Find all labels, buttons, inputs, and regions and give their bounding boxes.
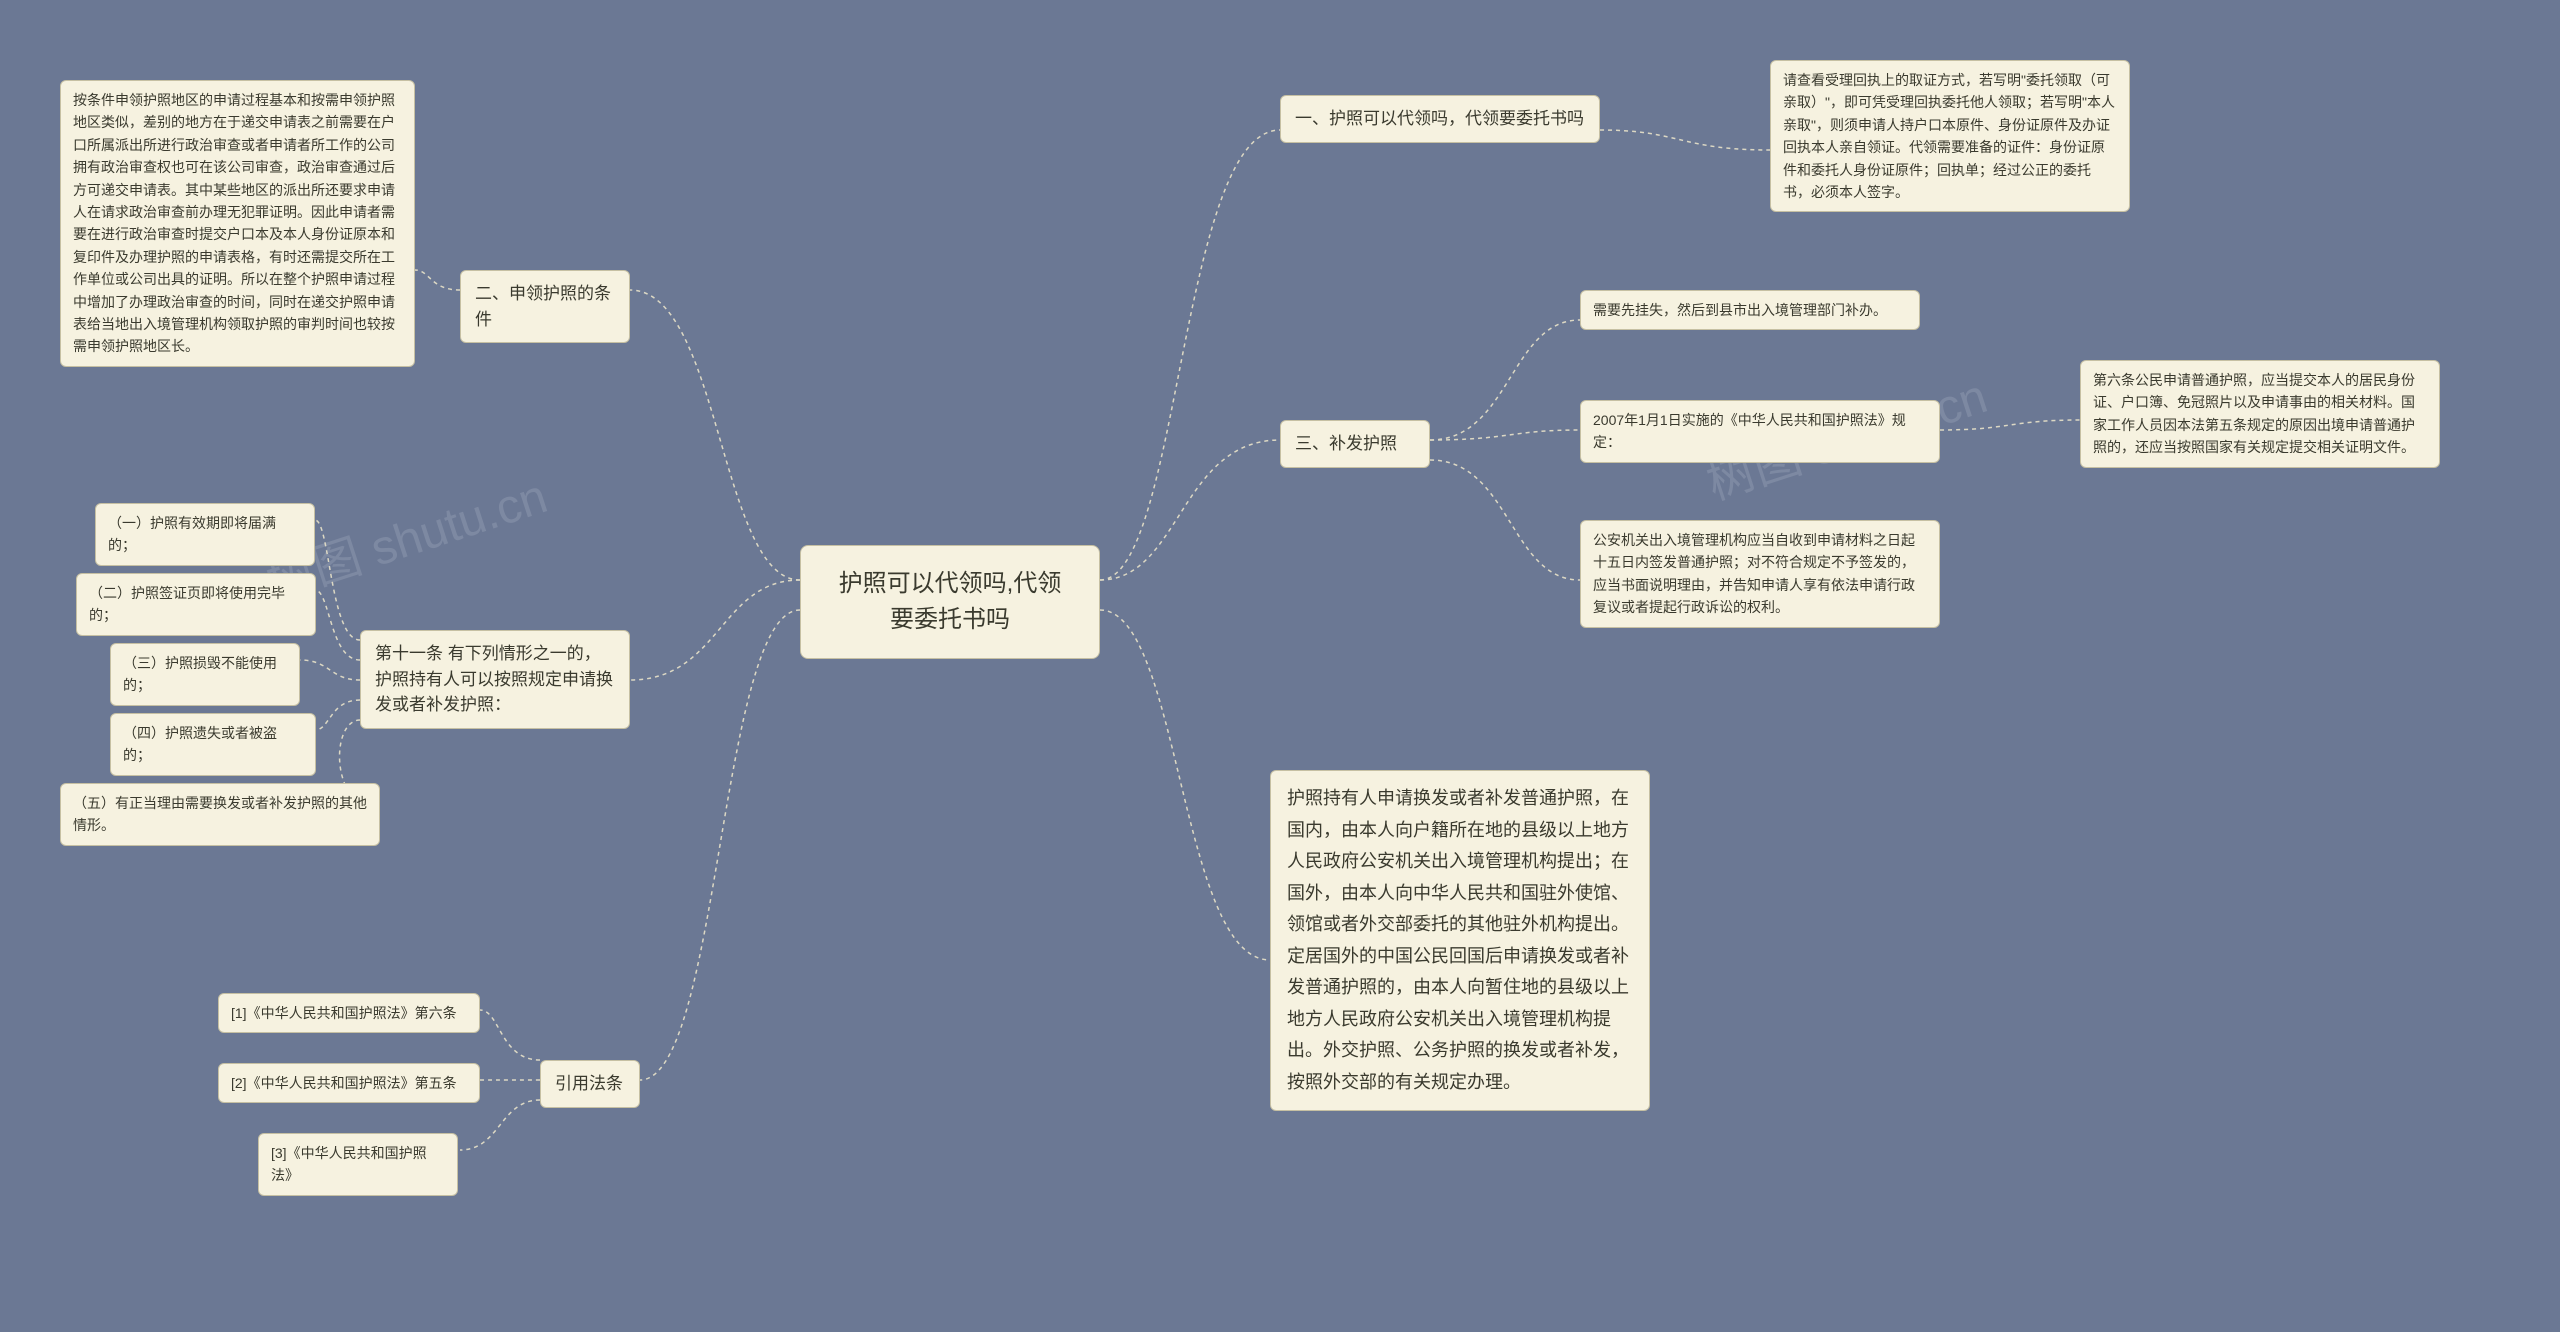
leaf-l1: 按条件申领护照地区的申请过程基本和按需申领护照地区类似，差别的地方在于递交申请表…: [60, 80, 415, 367]
leaf-l2-i3: （三）护照损毁不能使用的；: [110, 643, 300, 706]
leaf-l2-i4: （四）护照遗失或者被盗的；: [110, 713, 316, 776]
branch-r1: 一、护照可以代领吗，代领要委托书吗: [1280, 95, 1600, 143]
branch-r2: 三、补发护照: [1280, 420, 1430, 468]
leaf-l3-ref1: [1]《中华人民共和国护照法》第六条: [218, 993, 480, 1033]
leaf-l2-i1: （一）护照有效期即将届满的；: [95, 503, 315, 566]
leaf-r2-c2-detail: 第六条公民申请普通护照，应当提交本人的居民身份证、户口簿、免冠照片以及申请事由的…: [2080, 360, 2440, 468]
branch-r3: 护照持有人申请换发或者补发普通护照，在国内，由本人向户籍所在地的县级以上地方人民…: [1270, 770, 1650, 1111]
leaf-r1: 请查看受理回执上的取证方式，若写明"委托领取（可亲取）"，即可凭受理回执委托他人…: [1770, 60, 2130, 212]
branch-l1: 二、申领护照的条件: [460, 270, 630, 343]
leaf-r2-c1: 需要先挂失，然后到县市出入境管理部门补办。: [1580, 290, 1920, 330]
leaf-r2-c3: 公安机关出入境管理机构应当自收到申请材料之日起十五日内签发普通护照；对不符合规定…: [1580, 520, 1940, 628]
leaf-l2-i5: （五）有正当理由需要换发或者补发护照的其他情形。: [60, 783, 380, 846]
leaf-l3-ref3: [3]《中华人民共和国护照法》: [258, 1133, 458, 1196]
branch-l2: 第十一条 有下列情形之一的，护照持有人可以按照规定申请换发或者补发护照：: [360, 630, 630, 729]
branch-l3: 引用法条: [540, 1060, 640, 1108]
leaf-l2-i2: （二）护照签证页即将使用完毕的；: [76, 573, 316, 636]
leaf-l3-ref2: [2]《中华人民共和国护照法》第五条: [218, 1063, 480, 1103]
leaf-r2-c2: 2007年1月1日实施的《中华人民共和国护照法》规定：: [1580, 400, 1940, 463]
center-node: 护照可以代领吗,代领要委托书吗: [800, 545, 1100, 659]
